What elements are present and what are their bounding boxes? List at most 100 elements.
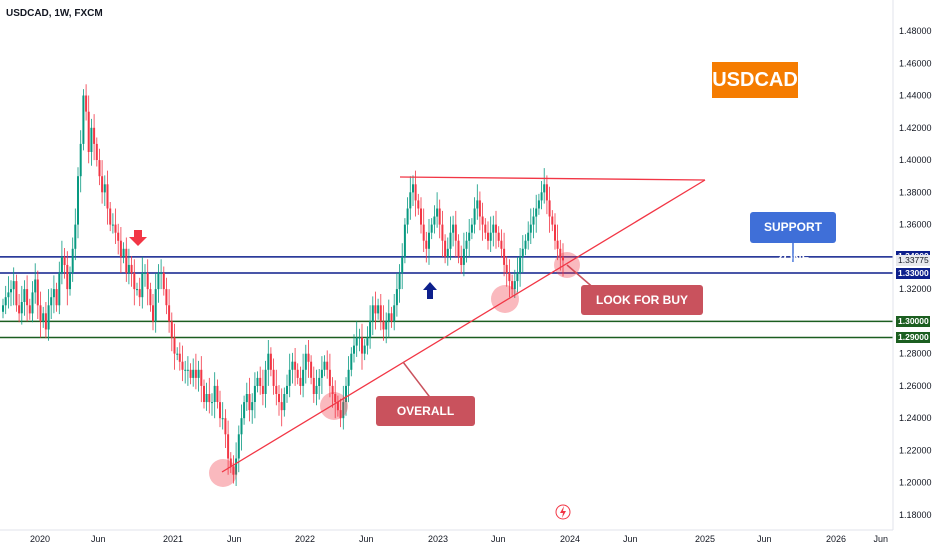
time-tick-label: 2026	[826, 534, 846, 544]
overall-bullish-callout: OVERALL BULLISH	[376, 396, 475, 448]
candle-body	[548, 200, 551, 217]
resistance-line	[399, 176, 706, 181]
buy-setups-callout: LOOK FOR BUY SETUPS	[581, 285, 703, 337]
candle-body	[224, 418, 227, 435]
candle-body	[529, 224, 532, 233]
time-tick-label: Jun	[623, 534, 638, 544]
candle-body	[339, 410, 342, 419]
candle-body	[203, 385, 205, 402]
candle-body	[235, 458, 238, 475]
candle-body	[170, 321, 173, 338]
candle-body	[200, 369, 203, 386]
candle-body	[106, 184, 109, 209]
candle-body	[87, 111, 90, 152]
candle-body	[492, 224, 495, 233]
candle-body	[484, 224, 487, 233]
candle-body	[417, 200, 420, 209]
candle-body	[136, 289, 138, 291]
candle-body	[412, 184, 414, 193]
candle-body	[382, 321, 385, 330]
candle-body	[473, 208, 476, 225]
candle-body	[160, 273, 163, 274]
time-tick-label: Jun	[873, 534, 888, 544]
candle-body	[219, 402, 221, 419]
candle-body	[232, 466, 235, 475]
candle-body	[409, 192, 412, 209]
candle-body	[162, 273, 165, 290]
candle-body	[331, 385, 334, 394]
candle-body	[103, 184, 106, 193]
candle-body	[385, 321, 388, 330]
candle-body	[261, 385, 264, 394]
candle-body	[253, 385, 256, 402]
candle-body	[178, 353, 181, 362]
time-tick-label: 2020	[30, 534, 50, 544]
candle-body	[336, 402, 339, 411]
candle-body	[127, 264, 130, 273]
price-tick-label: 1.32000	[899, 284, 932, 294]
candle-body	[138, 289, 141, 298]
time-tick-label: 2025	[695, 534, 715, 544]
candle-body	[521, 248, 524, 257]
candle-body	[71, 248, 74, 273]
candle-body	[205, 394, 208, 403]
touch-circle-2021	[209, 459, 237, 487]
candle-body	[481, 216, 484, 225]
candle-body	[374, 305, 377, 314]
support-zone-callout: SUPPORT ZONE	[750, 212, 836, 265]
price-tick-label: 1.20000	[899, 478, 932, 488]
up-arrow-icon	[423, 282, 437, 299]
candle-body	[559, 248, 562, 257]
candle-body	[47, 305, 50, 330]
candle-body	[387, 313, 390, 322]
candle-body	[460, 256, 463, 265]
price-tick-label: 1.18000	[899, 510, 932, 520]
candle-body	[398, 273, 401, 290]
candle-body	[379, 305, 382, 322]
candle-body	[347, 369, 350, 386]
candle-body	[272, 369, 275, 386]
candle-body	[334, 394, 337, 403]
price-tick-label: 1.42000	[899, 123, 932, 133]
candle-body	[430, 224, 433, 233]
candle-body	[259, 377, 262, 386]
candle-body	[101, 176, 104, 193]
candle-body	[20, 302, 23, 314]
candle-body	[497, 232, 500, 241]
candle-body	[428, 232, 430, 249]
candle-body	[371, 305, 374, 322]
time-tick-label: Jun	[359, 534, 374, 544]
candle-body	[487, 232, 489, 241]
candle-body	[90, 127, 93, 152]
candle-body	[345, 385, 347, 402]
candle-body	[291, 361, 294, 370]
candle-body	[55, 289, 58, 306]
candle-body	[85, 95, 88, 112]
candle-body	[328, 369, 331, 386]
candle-body	[366, 337, 369, 346]
candle-body	[15, 281, 18, 306]
down-arrow-icon	[129, 230, 147, 246]
candle-body	[267, 353, 270, 370]
touch-circle-latest	[554, 252, 580, 278]
candle-body	[98, 160, 101, 177]
candle-body	[326, 361, 329, 370]
candle-body	[213, 385, 216, 402]
time-tick-label: Jun	[227, 534, 242, 544]
candle-body	[79, 143, 82, 177]
candle-body	[516, 273, 519, 282]
price-axis: 1.48000 1.46000 1.44000 1.42000 1.40000 1.380…	[899, 26, 932, 520]
candle-body	[369, 321, 372, 338]
touch-circle-2023	[491, 285, 519, 313]
candle-body	[449, 232, 452, 249]
candle-body	[503, 248, 506, 265]
candle-body	[52, 289, 55, 298]
candle-body	[395, 289, 398, 306]
candle-body	[543, 184, 546, 193]
candle-body	[109, 208, 112, 225]
price-tick-label: 1.22000	[899, 446, 932, 456]
time-tick-label: 2024	[560, 534, 580, 544]
time-tick-label: Jun	[491, 534, 506, 544]
candle-body	[125, 248, 128, 273]
